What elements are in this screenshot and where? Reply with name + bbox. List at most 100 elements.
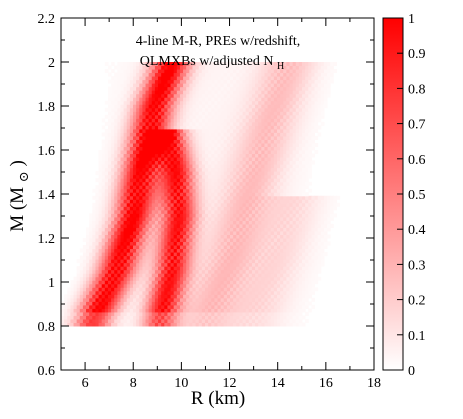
- heatmap-cell: [154, 266, 159, 271]
- heatmap-cell: [70, 318, 75, 323]
- heatmap-cell: [98, 290, 103, 295]
- heatmap-cell: [95, 206, 100, 211]
- heatmap-cell: [223, 287, 228, 292]
- heatmap-cell: [111, 97, 115, 102]
- heatmap-cell: [142, 206, 147, 211]
- heatmap-cell: [107, 128, 112, 133]
- heatmap-cell: [139, 132, 143, 137]
- heatmap-cell: [317, 248, 322, 253]
- heatmap-cell: [226, 135, 231, 140]
- heatmap-cell: [123, 318, 128, 323]
- heatmap-cell: [286, 230, 290, 235]
- heatmap-cell: [233, 216, 237, 221]
- heatmap-cell: [201, 178, 206, 183]
- heatmap-cell: [89, 287, 93, 292]
- heatmap-cell: [208, 185, 212, 190]
- heatmap-cell: [295, 262, 300, 267]
- heatmap-cell: [104, 315, 109, 320]
- heatmap-cell: [267, 114, 272, 119]
- heatmap-cell: [242, 167, 247, 172]
- heatmap-cell: [170, 125, 175, 130]
- heatmap-cell: [183, 192, 187, 197]
- heatmap-cell: [198, 301, 203, 306]
- heatmap-cell: [173, 245, 178, 250]
- heatmap-cell: [283, 227, 287, 232]
- heatmap-cell: [298, 188, 303, 193]
- heatmap-cell: [139, 248, 143, 253]
- heatmap-cell: [305, 297, 309, 302]
- heatmap-cell: [126, 164, 131, 169]
- heatmap-cell: [195, 100, 200, 105]
- heatmap-cell: [264, 301, 269, 306]
- heatmap-cell: [161, 276, 165, 281]
- heatmap-cell: [132, 188, 137, 193]
- heatmap-cell: [239, 290, 244, 295]
- heatmap-cell: [251, 121, 256, 126]
- heatmap-cell: [129, 90, 134, 95]
- heatmap-cell: [120, 174, 125, 179]
- heatmap-cell: [114, 93, 118, 98]
- heatmap-cell: [236, 304, 240, 309]
- heatmap-cell: [164, 287, 168, 292]
- heatmap-cell: [336, 195, 341, 200]
- heatmap-cell: [236, 269, 240, 274]
- heatmap-cell: [280, 216, 284, 221]
- heatmap-cell: [264, 160, 269, 165]
- heatmap-cell: [132, 192, 137, 197]
- heatmap-cell: [295, 216, 300, 221]
- heatmap-cell: [245, 297, 250, 302]
- heatmap-cell: [255, 206, 259, 211]
- heatmap-cell: [264, 230, 269, 235]
- heatmap-cell: [92, 262, 96, 267]
- heatmap-cell: [167, 294, 172, 299]
- heatmap-cell: [117, 252, 121, 257]
- heatmap-cell: [120, 227, 125, 232]
- heatmap-cell: [298, 238, 303, 243]
- heatmap-cell: [148, 315, 153, 320]
- heatmap-cell: [117, 146, 121, 151]
- heatmap-cell: [151, 164, 156, 169]
- heatmap-cell: [136, 318, 140, 323]
- heatmap-cell: [233, 227, 237, 232]
- heatmap-cell: [261, 266, 265, 271]
- heatmap-cell: [308, 276, 312, 281]
- heatmap-cell: [82, 318, 87, 323]
- heatmap-cell: [223, 135, 228, 140]
- heatmap-cell: [280, 297, 284, 302]
- heatmap-cell: [186, 311, 190, 316]
- heatmap-cell: [239, 322, 244, 327]
- heatmap-cell: [239, 269, 244, 274]
- heatmap-cell: [258, 118, 262, 123]
- heatmap-cell: [276, 195, 281, 200]
- heatmap-cell: [302, 104, 306, 109]
- heatmap-cell: [217, 206, 222, 211]
- heatmap-cell: [114, 104, 118, 109]
- heatmap-cell: [204, 104, 209, 109]
- heatmap-cell: [117, 150, 121, 155]
- heatmap-cell: [164, 128, 168, 133]
- heatmap-cell: [136, 199, 140, 204]
- heatmap-cell: [270, 266, 275, 271]
- heatmap-cell: [126, 230, 131, 235]
- heatmap-cell: [270, 114, 275, 119]
- heatmap-cell: [183, 269, 187, 274]
- heatmap-cell: [233, 104, 237, 109]
- heatmap-cell: [111, 283, 115, 288]
- heatmap-cell: [276, 125, 281, 130]
- heatmap-cell: [230, 315, 234, 320]
- heatmap-cell: [117, 290, 121, 295]
- heatmap-cell: [295, 301, 300, 306]
- heatmap-cell: [267, 255, 272, 260]
- heatmap-cell: [258, 132, 262, 137]
- heatmap-cell: [327, 90, 331, 95]
- heatmap-cell: [170, 297, 175, 302]
- heatmap-cell: [226, 269, 231, 274]
- heatmap-cell: [107, 135, 112, 140]
- heatmap-cell: [245, 216, 250, 221]
- heatmap-cell: [136, 322, 140, 327]
- heatmap-cell: [276, 209, 281, 214]
- heatmap-cell: [95, 308, 100, 313]
- heatmap-cell: [126, 283, 131, 288]
- heatmap-cell: [129, 174, 134, 179]
- heatmap-cell: [264, 139, 269, 144]
